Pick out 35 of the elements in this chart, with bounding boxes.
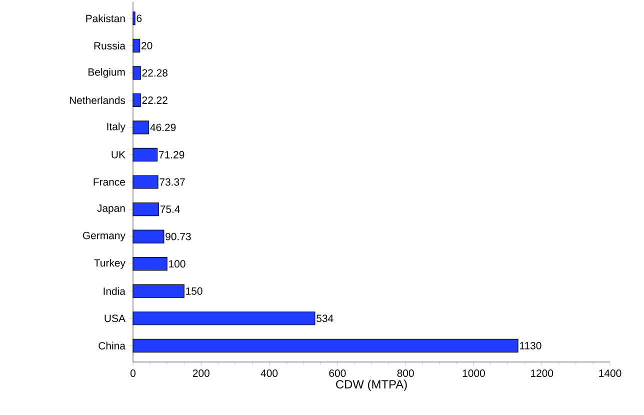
data-label: 22.28 <box>142 69 168 77</box>
y-tick-label: Belgium <box>88 68 125 78</box>
y-tick-label: France <box>94 178 126 186</box>
y-tick-label: UK <box>112 151 126 158</box>
x-tick-label: 1400 <box>599 370 622 377</box>
data-label: 73.37 <box>160 178 185 186</box>
x-tick-label: 1200 <box>531 370 554 377</box>
data-label: 90.73 <box>166 232 191 240</box>
data-label: 20 <box>142 42 152 50</box>
y-tick-label: USA <box>104 314 126 322</box>
y-tick-label: Russia <box>94 42 126 50</box>
data-label: 1130 <box>520 342 542 350</box>
data-label: 22.22 <box>142 96 168 104</box>
data-label: 46.29 <box>150 124 176 132</box>
x-tick-label: 800 <box>397 370 414 377</box>
data-label: 534 <box>316 314 334 322</box>
x-tick-label: 400 <box>260 370 278 377</box>
x-tick-label: 1000 <box>462 370 485 377</box>
data-label: 75.4 <box>160 206 180 213</box>
x-tick-label: 0 <box>130 370 136 377</box>
data-label: 6 <box>136 14 142 22</box>
data-label: 150 <box>186 287 202 295</box>
y-tick-label: Turkey <box>94 258 126 269</box>
y-tick-label: Japan <box>97 204 125 214</box>
data-label: 71.29 <box>159 151 184 158</box>
x-tick-label: 600 <box>329 370 346 377</box>
x-axis-title: CDW (MTPA) <box>336 380 407 391</box>
x-tick-label: 200 <box>192 370 210 377</box>
y-tick-label: Netherlands <box>70 96 126 104</box>
y-tick-label: Germany <box>82 232 126 242</box>
y-tick-label: Pakistan <box>86 14 125 22</box>
y-tick-label: China <box>98 342 126 350</box>
y-tick-label: India <box>104 287 126 295</box>
data-label: 100 <box>169 260 186 268</box>
y-tick-label: Italy <box>107 122 126 132</box>
